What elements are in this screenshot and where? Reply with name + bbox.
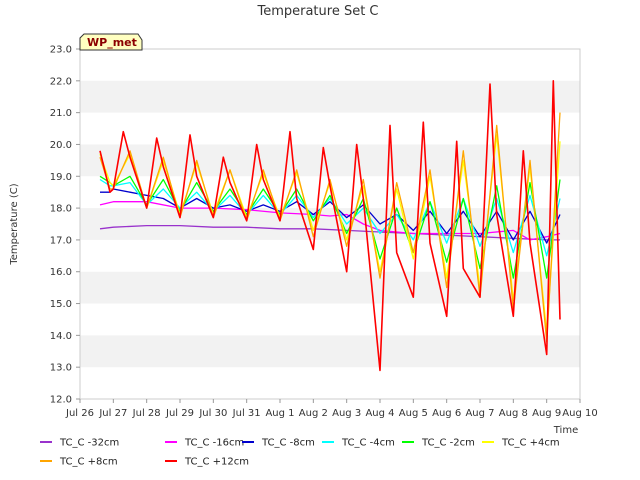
badge-shape [79,33,143,51]
legend-label: TC_C -4cm [341,438,395,449]
x-tick-label: Aug 7 [465,408,494,419]
plot-frame [79,48,581,400]
grid-band [80,271,580,304]
x-tick-label: Jul 29 [165,408,194,419]
grid-band [80,80,580,113]
y-tick-label: 12.0 [50,395,72,406]
x-tick-label: Aug 4 [365,408,394,419]
legend: TC_C -32cm TC_C -16cm TC_C -8cm TC_C -4cm TC… [40,438,560,468]
x-tick-label: Aug 9 [532,408,561,419]
grid-bands [80,80,580,368]
x-tick-label: Aug 8 [499,408,528,419]
x-tick-label: Jul 27 [98,408,127,419]
y-tick-label: 22.0 [50,76,72,87]
y-tick-label: 13.0 [50,363,72,374]
x-tick-label: Aug 6 [432,408,461,419]
legend-label: TC_C +12cm [184,457,249,468]
legend-label: TC_C -32cm [59,438,119,449]
y-tick-label: 23.0 [50,45,72,56]
chart-title: Temperature Set C [256,4,378,19]
legend-label: TC_C -16cm [184,438,244,449]
legend-label: TC_C -8cm [261,438,315,449]
series-line-tc-c-8cm [99,112,561,343]
legend-label: TC_C -2cm [421,438,475,449]
x-tick-label: Aug 2 [299,408,328,419]
x-tick-label: Aug 1 [265,408,294,419]
series-lines [99,80,561,372]
y-tick-label: 15.0 [50,299,72,310]
series-line-tc-c-12cm [99,80,561,372]
x-tick-label: Jul 31 [232,408,261,419]
x-tick-label: Aug 5 [399,408,428,419]
x-axis-title: Time [553,425,578,436]
legend-label: TC_C +4cm [501,438,560,449]
y-axis-title: Temperature (C) [9,183,20,265]
y-tick-label: 16.0 [50,267,72,278]
x-tick-label: Jul 30 [198,408,227,419]
wp-met-badge: WP_met [79,33,143,51]
y-tick-label: 20.0 [50,140,72,151]
y-axis-ticks: 12.0 13.0 14.0 15.0 16.0 17.0 18.0 19.0 20.0 21.0… [50,45,80,406]
y-tick-label: 19.0 [50,172,72,183]
y-tick-label: 14.0 [50,331,72,342]
series-line-tc-c-32cm [99,224,560,241]
x-tick-label: Aug 3 [332,408,361,419]
x-tick-label: Aug 10 [562,408,597,419]
y-tick-label: 21.0 [50,108,72,119]
x-tick-label: Jul 28 [132,408,161,419]
x-axis-ticks: Jul 26 Jul 27 Jul 28 Jul 29 Jul 30 Jul 31 Aug … [65,399,598,419]
y-tick-label: 18.0 [50,204,72,215]
badge-label: WP_met [87,36,137,49]
y-tick-label: 17.0 [50,235,72,246]
x-tick-label: Jul 26 [65,408,94,419]
legend-label: TC_C +8cm [59,457,118,468]
grid-band [80,335,580,368]
